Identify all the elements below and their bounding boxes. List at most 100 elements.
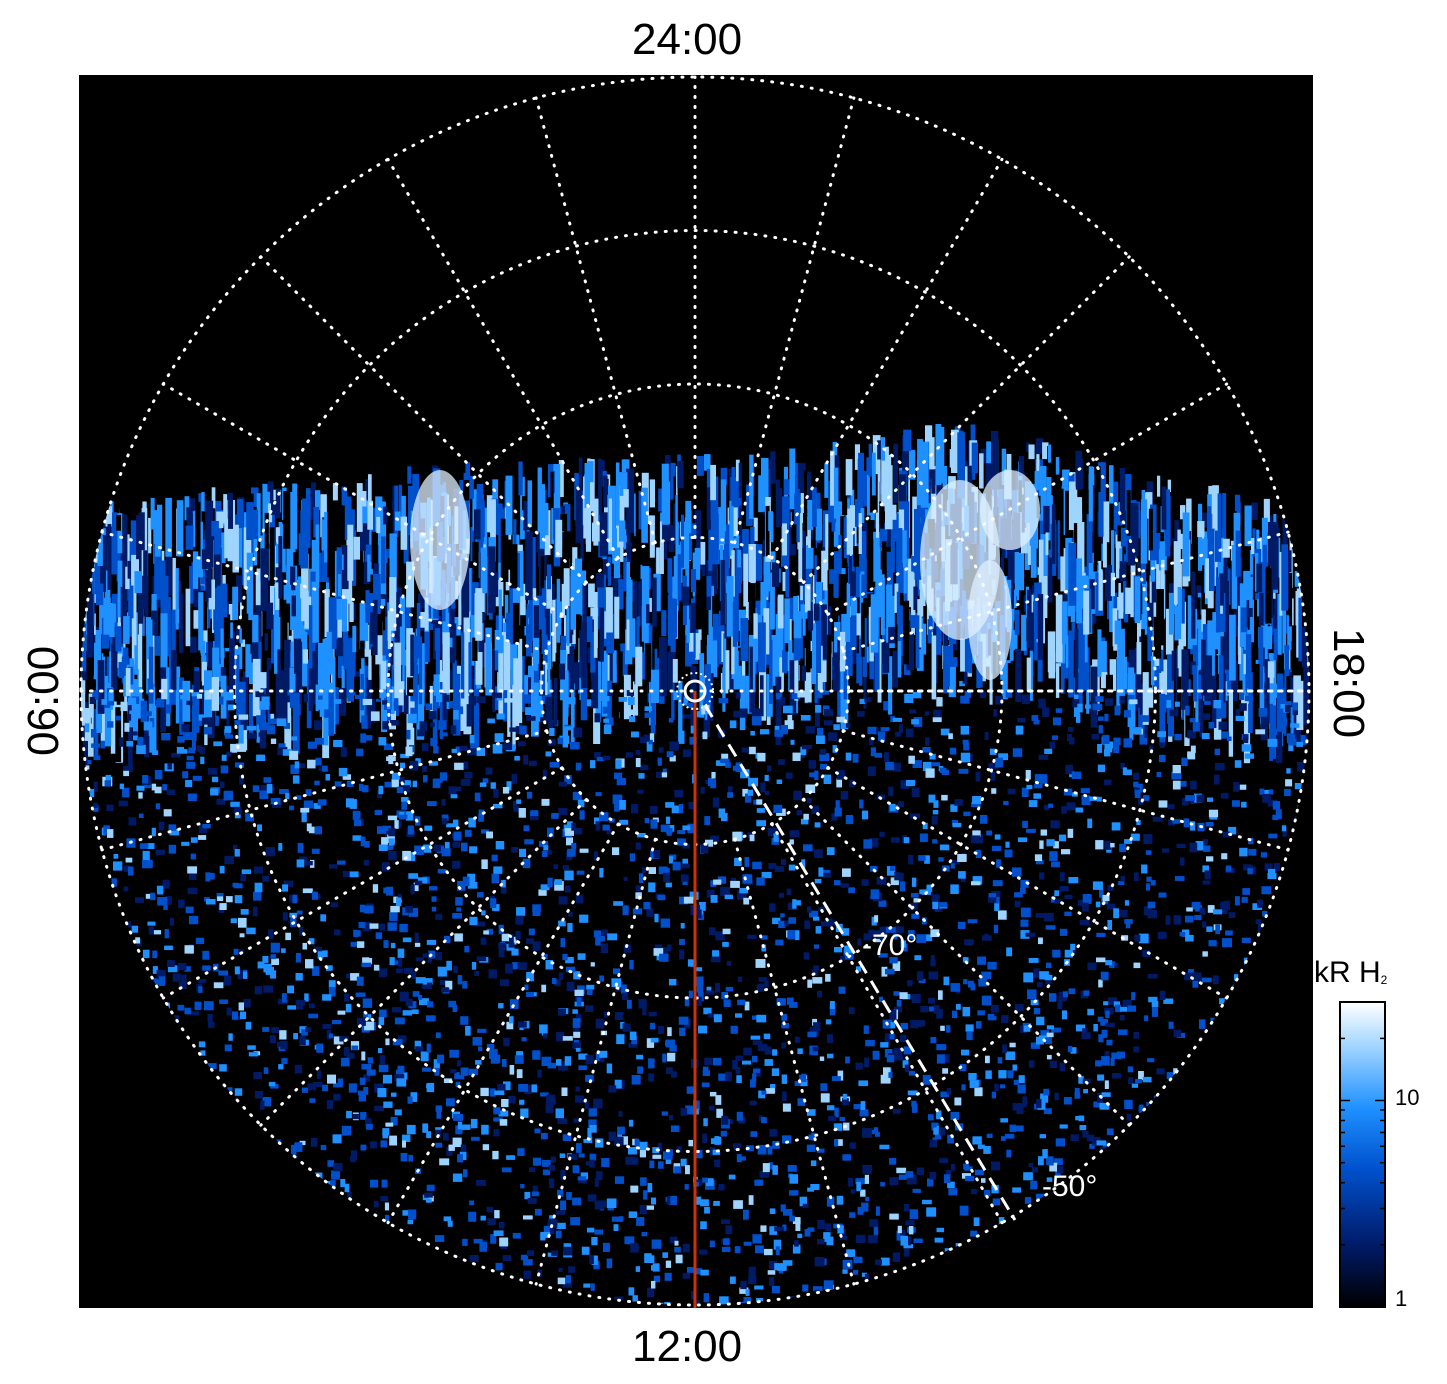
heat-cell [701,1082,710,1088]
heat-cell [634,558,638,617]
heat-cell [1206,856,1214,862]
heat-cell [688,801,694,809]
heat-cell [700,541,706,565]
heat-cell [910,612,918,628]
heat-cell [416,684,425,740]
heat-cell [644,818,650,824]
heat-cell [368,474,372,524]
heat-cell [423,978,433,985]
heat-cell [916,649,924,671]
heat-cell [779,657,784,692]
heat-cell [341,545,349,590]
heat-cell [532,904,541,913]
heat-cell [710,835,719,843]
heat-cell [1104,1051,1110,1060]
heat-cell [1027,989,1037,999]
heat-cell [426,1043,431,1053]
heat-cell [394,820,399,829]
heat-cell [1054,898,1062,904]
heat-cell [443,1216,451,1222]
heat-cell [387,922,397,931]
heat-cell [829,569,836,584]
heat-cell [313,803,321,809]
heat-cell [239,775,244,785]
heat-cell [524,1191,531,1200]
heat-cell [856,1234,866,1244]
heat-cell [902,435,909,482]
heat-cell [579,848,589,853]
heat-cell [142,850,150,861]
heat-cell [644,652,652,694]
heat-cell [441,848,451,857]
heat-cell [626,592,630,651]
heat-cell [568,911,573,917]
heat-cell [706,986,712,992]
heat-cell [863,645,867,709]
heat-cell [1049,851,1058,861]
heat-cell [833,724,840,731]
heat-cell [775,939,784,946]
heat-cell [760,782,766,793]
heat-cell [1078,1076,1084,1084]
heat-cell [165,704,172,714]
heat-cell [256,493,261,540]
heat-cell [304,596,312,629]
heat-cell [712,950,720,959]
heat-cell [599,460,605,476]
heat-cell [1015,725,1024,735]
heat-cell [1294,571,1301,587]
heat-cell [505,963,513,974]
heat-cell [1136,819,1141,825]
heat-cell [433,674,440,696]
heat-cell [443,1078,453,1083]
heat-cell [544,608,550,641]
heat-cell [1185,705,1190,716]
heat-cell [364,905,374,914]
heat-cell [91,743,100,748]
heat-cell [1264,789,1270,798]
heat-cell [834,880,841,886]
heat-cell [805,618,811,673]
heat-cell [481,910,486,916]
heat-cell [847,1177,853,1187]
heat-cell [873,1127,879,1134]
heat-cell [304,993,309,1002]
heat-cell [1049,1060,1058,1068]
heat-cell [1052,949,1061,958]
heat-cell [703,1007,712,1015]
heat-cell [361,1063,371,1070]
heat-cell [439,732,448,737]
heat-cell [806,550,812,600]
heat-cell [910,1019,918,1029]
heat-cell [1147,602,1153,631]
heat-cell [435,645,440,675]
heat-cell [595,660,602,723]
heat-cell [177,1004,185,1011]
heat-cell [365,1118,372,1128]
heat-cell [381,689,387,732]
heat-cell [514,756,520,761]
heat-cell [585,506,592,552]
heat-cell [436,952,442,961]
heat-cell [602,1242,610,1252]
heat-cell [595,1053,603,1062]
heat-cell [487,718,495,724]
heat-cell [1161,557,1165,620]
heat-cell [381,536,386,584]
heat-cell [152,950,158,959]
heat-cell [220,532,226,564]
heat-cell [709,1240,715,1247]
heat-cell [780,725,788,735]
heat-cell [877,440,881,460]
heat-cell [1109,961,1116,969]
heat-cell [509,727,517,732]
heat-cell [188,747,195,754]
heat-cell [725,1225,733,1235]
heat-cell [391,1007,402,1013]
heat-cell [770,572,775,630]
heat-cell [185,525,194,550]
heat-cell [759,675,764,717]
heat-cell [368,655,375,680]
heat-cell [1212,975,1219,985]
heat-cell [743,1241,752,1246]
